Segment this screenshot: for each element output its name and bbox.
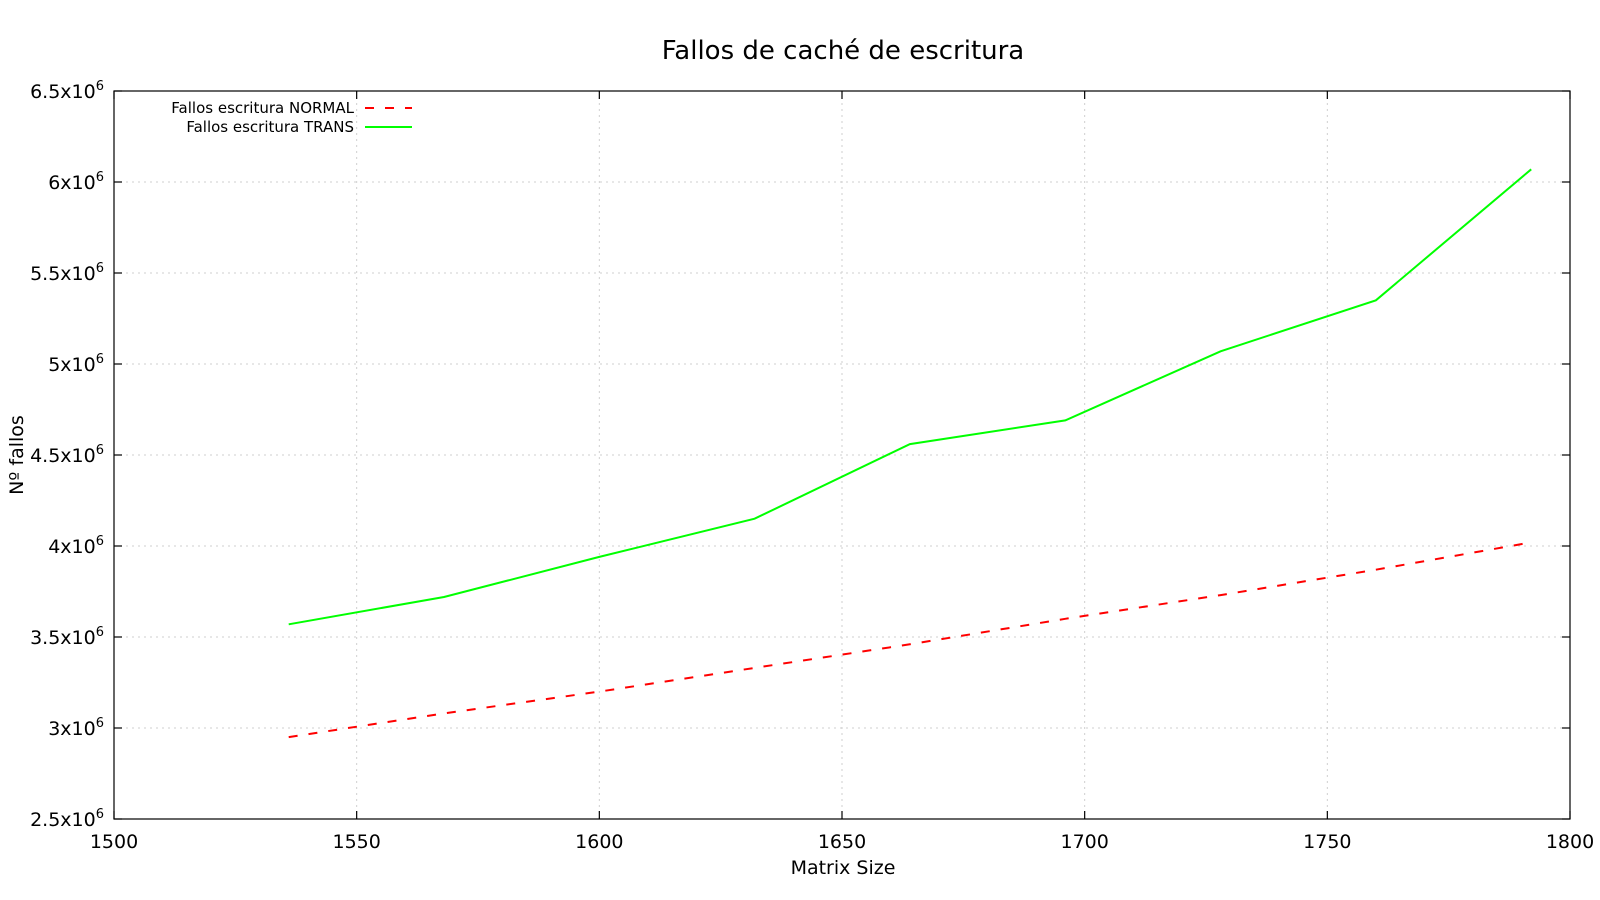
series-0-point bbox=[909, 643, 911, 645]
chart-title: Fallos de caché de escritura bbox=[662, 36, 1025, 66]
x-tick-label: 1500 bbox=[90, 831, 138, 853]
x-axis-label: Matrix Size bbox=[791, 857, 896, 879]
x-tick-label: 1550 bbox=[332, 831, 380, 853]
series-0-point bbox=[753, 667, 755, 669]
legend-label: Fallos escritura TRANS bbox=[186, 118, 354, 136]
y-tick-label: 4x106 bbox=[48, 534, 104, 558]
series-0-point bbox=[598, 690, 600, 692]
series-1-point bbox=[443, 596, 445, 598]
series-0-point bbox=[1530, 541, 1532, 543]
series-1-point bbox=[288, 623, 290, 625]
series-0-point bbox=[1219, 594, 1221, 596]
y-tick-label: 5.5x106 bbox=[30, 261, 104, 285]
x-tick-label: 1750 bbox=[1303, 831, 1351, 853]
series-1-point bbox=[753, 518, 755, 520]
x-tick-label: 1600 bbox=[575, 831, 623, 853]
series-1-point bbox=[1064, 419, 1066, 421]
series-layer bbox=[288, 168, 1532, 739]
y-axis-label: Nº fallos bbox=[6, 415, 28, 495]
x-tick-label: 1650 bbox=[818, 831, 866, 853]
ticks: 1500 1550 1600 1650 1700 1750 1800 2.5x106 3x106… bbox=[30, 79, 1594, 853]
series-1-point bbox=[598, 556, 600, 558]
y-tick-label: 5x106 bbox=[48, 352, 104, 376]
series-0-point bbox=[1375, 568, 1377, 570]
legend-label: Fallos escritura NORMAL bbox=[171, 99, 354, 117]
y-tick-label: 3.5x106 bbox=[30, 625, 104, 649]
series-1-point bbox=[909, 443, 911, 445]
series-1-point bbox=[1219, 350, 1221, 352]
x-tick-label: 1700 bbox=[1060, 831, 1108, 853]
series-1-point bbox=[1530, 168, 1532, 170]
x-tick-label: 1800 bbox=[1546, 831, 1594, 853]
series-0-point bbox=[1064, 618, 1066, 620]
y-tick-label: 3x106 bbox=[48, 716, 104, 740]
series-0-point bbox=[288, 736, 290, 738]
series-line-0 bbox=[288, 541, 1532, 739]
y-tick-label: 4.5x106 bbox=[30, 443, 104, 467]
grid bbox=[114, 91, 1570, 819]
y-tick-label: 2.5x106 bbox=[30, 807, 104, 831]
series-0-point bbox=[443, 712, 445, 714]
y-tick-label: 6x106 bbox=[48, 170, 104, 194]
series-1-point bbox=[1375, 299, 1377, 301]
y-tick-label: 6.5x106 bbox=[30, 79, 104, 103]
series-line-1 bbox=[288, 168, 1532, 626]
